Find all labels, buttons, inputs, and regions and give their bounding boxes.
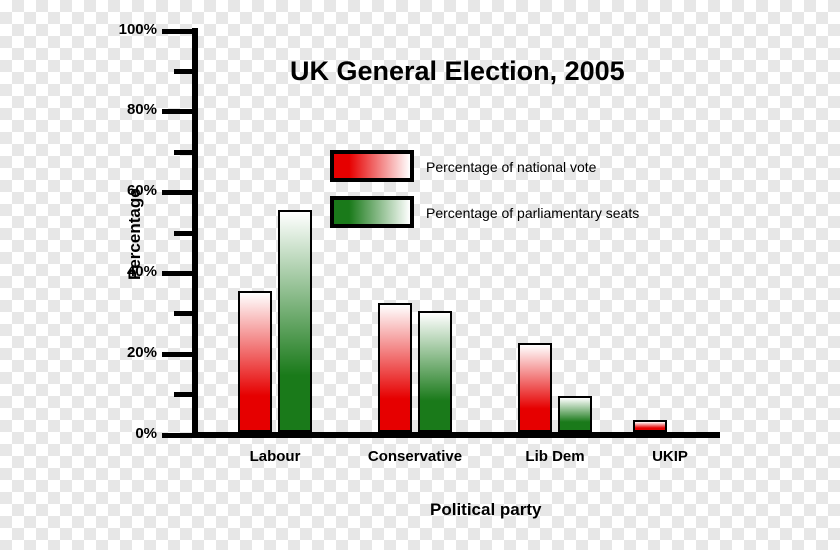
- y-tick-major: [162, 433, 192, 438]
- y-tick-major: [162, 271, 192, 276]
- legend-label: Percentage of parliamentary seats: [426, 205, 639, 221]
- y-tick-label: 100%: [107, 21, 157, 38]
- y-tick-minor: [174, 231, 192, 236]
- y-tick-label: 20%: [107, 344, 157, 361]
- y-axis-line: [192, 28, 198, 438]
- chart-canvas: UK General Election, 2005 Percentage Pol…: [0, 0, 840, 550]
- category-label: Labour: [215, 448, 335, 465]
- bar: [518, 343, 552, 432]
- x-axis-line: [192, 432, 720, 438]
- y-tick-major: [162, 29, 192, 34]
- bar: [633, 420, 667, 432]
- y-tick-minor: [174, 69, 192, 74]
- legend-swatch: [330, 150, 414, 182]
- x-axis-label: Political party: [430, 500, 541, 520]
- bar: [558, 396, 592, 432]
- bar: [378, 303, 412, 432]
- chart-title: UK General Election, 2005: [290, 56, 625, 87]
- bar: [278, 210, 312, 432]
- y-tick-minor: [174, 150, 192, 155]
- bar: [238, 291, 272, 432]
- y-tick-label: 40%: [107, 263, 157, 280]
- category-label: Lib Dem: [495, 448, 615, 465]
- category-label: Conservative: [355, 448, 475, 465]
- y-tick-minor: [174, 392, 192, 397]
- legend-label: Percentage of national vote: [426, 159, 596, 175]
- y-tick-major: [162, 190, 192, 195]
- y-tick-major: [162, 109, 192, 114]
- y-tick-label: 80%: [107, 101, 157, 118]
- y-tick-label: 60%: [107, 182, 157, 199]
- y-tick-major: [162, 352, 192, 357]
- y-tick-label: 0%: [107, 425, 157, 442]
- legend-swatch: [330, 196, 414, 228]
- y-tick-minor: [174, 311, 192, 316]
- bar: [418, 311, 452, 432]
- category-label: UKIP: [610, 448, 730, 465]
